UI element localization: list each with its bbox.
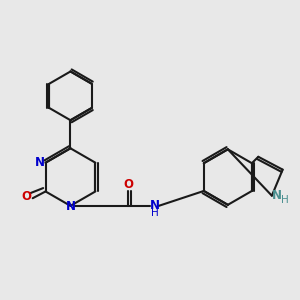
- Text: H: H: [151, 208, 158, 218]
- Text: N: N: [66, 200, 76, 213]
- Text: O: O: [22, 190, 32, 203]
- Text: N: N: [149, 199, 159, 212]
- Text: N: N: [34, 155, 44, 169]
- Text: O: O: [123, 178, 133, 191]
- Text: N: N: [272, 189, 282, 202]
- Text: H: H: [281, 195, 289, 206]
